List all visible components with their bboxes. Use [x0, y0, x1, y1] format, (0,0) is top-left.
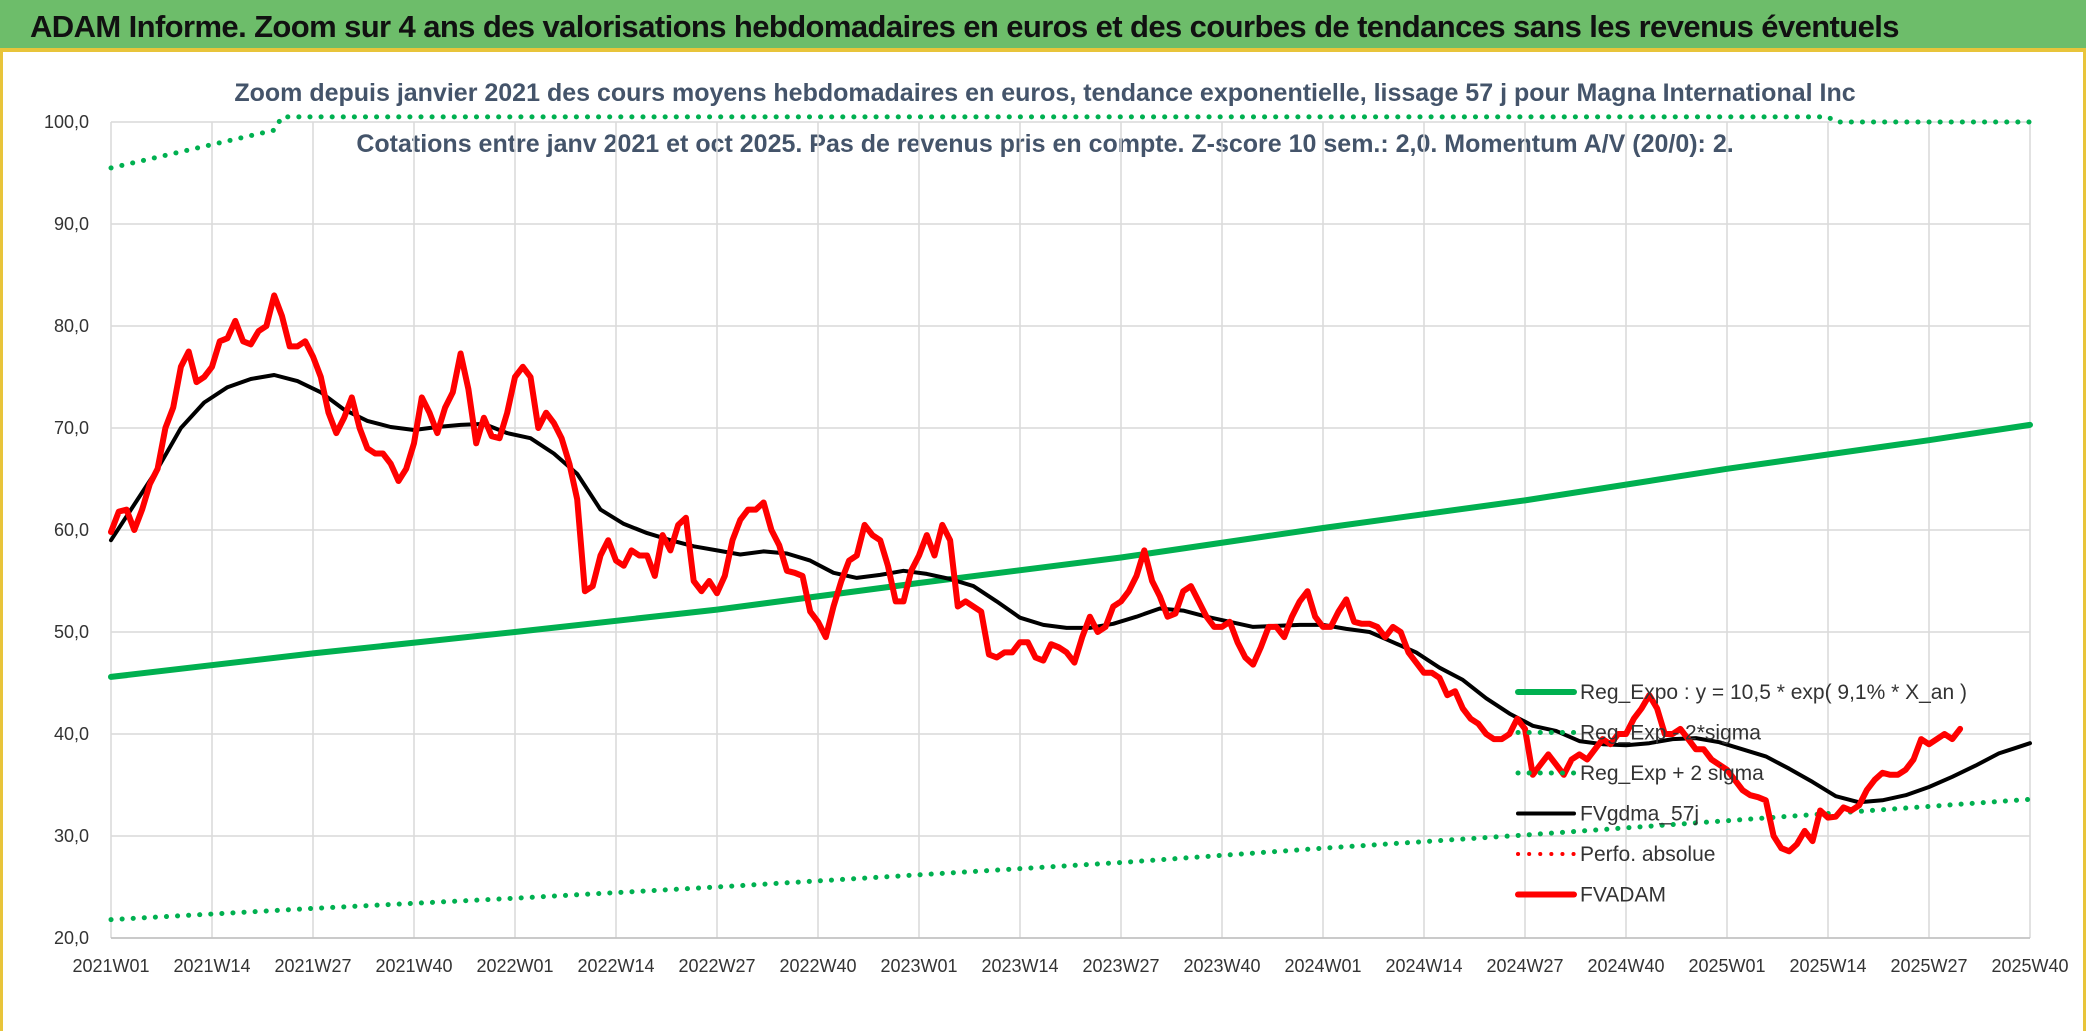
x-tick-label: 2021W40 — [375, 956, 452, 976]
legend-label: FVADAM — [1580, 884, 1666, 907]
series-line-0 — [108, 421, 2033, 680]
series-line-1 — [108, 796, 2033, 923]
chart: Zoom depuis janvier 2021 des cours moyen… — [44, 79, 2069, 976]
x-tick-label: 2025W40 — [1991, 956, 2068, 976]
x-tick-label: 2025W14 — [1789, 956, 1866, 976]
x-tick-label: 2023W14 — [981, 956, 1058, 976]
x-tick-label: 2023W40 — [1183, 956, 1260, 976]
y-tick-label: 70,0 — [54, 418, 89, 438]
y-tick-label: 100,0 — [44, 112, 89, 132]
x-axis: 2021W01 2021W14 2021W27 2021W40 2022W01 2022W… — [72, 937, 2069, 976]
y-axis: 20,0 30,0 40,0 50,0 60,0 70,0 80,0 90,0 100,0 — [44, 112, 89, 948]
x-tick-label: 2021W27 — [274, 956, 351, 976]
x-tick-label: 2022W01 — [476, 956, 553, 976]
chart-frame: Zoom depuis janvier 2021 des cours moyen… — [0, 52, 2086, 1031]
y-tick-label: 50,0 — [54, 622, 89, 642]
y-tick-label: 60,0 — [54, 520, 89, 540]
chart-subtitle: Cotations entre janv 2021 et oct 2025. P… — [356, 130, 1733, 158]
series-line-2 — [108, 114, 2033, 171]
legend: Reg_Expo : y = 10,5 * exp( 9,1% * X_an )… — [1515, 681, 1967, 907]
y-tick-label: 20,0 — [54, 928, 89, 948]
legend-label: Perfo. absolue — [1580, 843, 1715, 866]
legend-label: Reg_Expo : y = 10,5 * exp( 9,1% * X_an ) — [1580, 681, 1967, 704]
x-tick-label: 2022W27 — [678, 956, 755, 976]
x-tick-label: 2023W01 — [880, 956, 957, 976]
y-tick-label: 80,0 — [54, 316, 89, 336]
y-tick-label: 90,0 — [54, 214, 89, 234]
x-tick-label: 2022W14 — [577, 956, 654, 976]
x-tick-label: 2024W01 — [1284, 956, 1361, 976]
chart-title: Zoom depuis janvier 2021 des cours moyen… — [234, 79, 1855, 107]
series-line-5 — [108, 292, 1964, 855]
x-tick-label: 2023W27 — [1082, 956, 1159, 976]
x-tick-label: 2024W14 — [1385, 956, 1462, 976]
legend-label: FVgdma_57j — [1580, 803, 1699, 826]
y-tick-label: 30,0 — [54, 826, 89, 846]
series-group — [108, 114, 2033, 923]
x-tick-label: 2025W27 — [1890, 956, 1967, 976]
x-tick-label: 2024W40 — [1587, 956, 1664, 976]
x-tick-label: 2024W27 — [1486, 956, 1563, 976]
x-tick-label: 2025W01 — [1688, 956, 1765, 976]
banner: ADAM Informe. Zoom sur 4 ans des valoris… — [0, 0, 2086, 52]
banner-title: ADAM Informe. Zoom sur 4 ans des valoris… — [30, 9, 1900, 44]
legend-label: Reg_Exp + 2 sigma — [1580, 762, 1764, 785]
x-tick-label: 2021W14 — [173, 956, 250, 976]
gridlines — [110, 121, 2031, 939]
legend-label: Reg_Exp - 2*sigma — [1580, 722, 1761, 745]
x-tick-label: 2022W40 — [779, 956, 856, 976]
y-tick-label: 40,0 — [54, 724, 89, 744]
x-tick-label: 2021W01 — [72, 956, 149, 976]
